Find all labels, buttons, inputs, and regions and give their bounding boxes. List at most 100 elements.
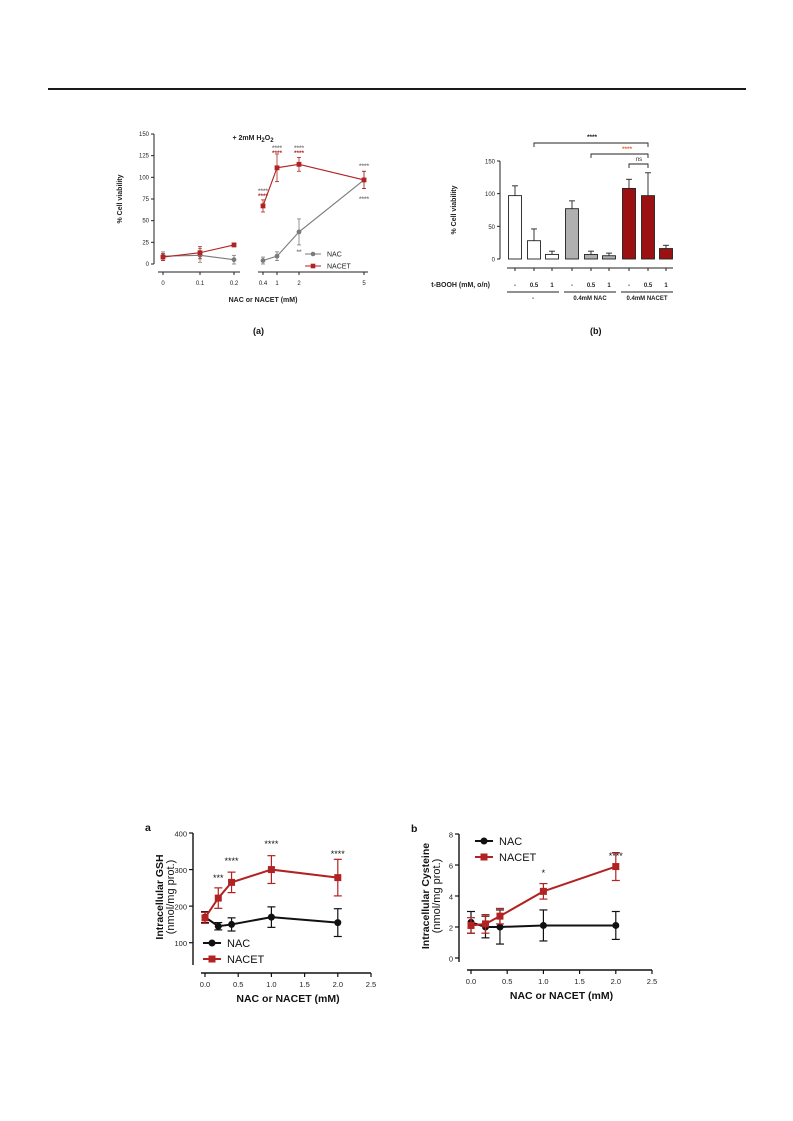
a-line-nacet-segment <box>262 163 365 207</box>
a-significance-marker: **** <box>272 150 283 157</box>
a-y-axis-title: % Cell viability <box>117 174 124 223</box>
c-legend-nac-label: NAC <box>227 938 250 950</box>
d-y-tick-label: 2 <box>449 924 453 933</box>
d-panel-letter: b <box>411 823 417 835</box>
d-y-axis-title: Intracellular Cysteine <box>420 843 432 949</box>
d-point-nac <box>496 923 504 931</box>
a-significance-marker: **** <box>294 150 305 157</box>
c-legend-nacet-label: NACET <box>227 954 265 966</box>
c-point-nacet <box>214 894 222 902</box>
c-significance-marker: **** <box>225 856 240 866</box>
a-x-tick-label: 0.4 <box>259 281 268 287</box>
c-y-tick-label: 300 <box>174 866 187 875</box>
a-x-tick-label: 2 <box>297 281 301 287</box>
a-significance-marker: **** <box>272 145 283 152</box>
b-category-label: 0.5 <box>530 283 539 289</box>
a-point-nac <box>296 229 302 235</box>
b-y-tick-label: 100 <box>485 192 496 198</box>
a-x-tick-label: 1 <box>275 281 279 287</box>
b-bar <box>622 187 636 260</box>
c-point-nac <box>334 919 342 927</box>
c-x-tick-label: 1.0 <box>266 980 276 989</box>
b-y-tick-label: 0 <box>492 258 496 264</box>
c-x-tick-label: 0.0 <box>200 980 210 989</box>
d-y-tick-label: 0 <box>449 955 453 964</box>
c-legend-nac-marker <box>208 939 216 947</box>
a-legend-nacet-label: NACET <box>327 264 351 271</box>
c-y-tick-label: 200 <box>174 903 187 912</box>
d-legend-nacet-marker <box>480 853 488 861</box>
c-x-axis-title: NAC or NACET (mM) <box>236 993 339 1005</box>
a-y-tick-label: 0 <box>146 262 150 268</box>
d-x-tick-label: 2.5 <box>647 977 657 986</box>
c-point-nacet <box>201 914 209 922</box>
d-point-nacet <box>467 921 475 929</box>
a-y-tick-label: 125 <box>139 154 150 160</box>
d-point-nac <box>539 921 547 929</box>
a-x-tick-label: 0.1 <box>196 281 205 287</box>
d-y-tick-label: 6 <box>449 862 453 871</box>
b-bar <box>584 253 598 260</box>
d-significance-marker: * <box>542 868 546 878</box>
b-bar <box>527 240 541 260</box>
c-x-tick-label: 2.5 <box>366 980 376 989</box>
d-x-tick-label: 2.0 <box>611 977 621 986</box>
a-point-nacet <box>361 177 367 183</box>
d-point-nac <box>612 921 620 929</box>
a-significance-marker: **** <box>294 145 305 152</box>
b-category-label: 1 <box>664 283 668 289</box>
d-significance-marker: **** <box>609 851 624 861</box>
b-y-tick-label: 150 <box>485 160 496 166</box>
b-category-label: 0.5 <box>644 283 653 289</box>
b-row-label: t-BOOH (mM, o/n) <box>431 282 490 289</box>
d-x-tick-label: 1.5 <box>574 977 584 986</box>
d-legend-nacet-label: NACET <box>499 852 537 864</box>
a-significance-marker: **** <box>258 188 269 195</box>
a-point-nacet <box>160 254 166 260</box>
c-y-axis-unit: (nmol/mg prot.) <box>165 860 177 935</box>
b-category-label: - <box>628 283 630 289</box>
a-significance-marker: ** <box>296 249 302 256</box>
b-bracket-3-label: ns <box>636 157 642 163</box>
c-panel-letter: a <box>145 822 151 834</box>
a-x-tick-label: 0 <box>161 281 165 287</box>
b-bar <box>545 253 559 260</box>
a-point-nacet <box>231 242 237 248</box>
b-category-label: - <box>514 283 516 289</box>
b-category-label: 1 <box>607 283 611 289</box>
d-legend-nac-marker <box>480 837 488 845</box>
a-point-nacet <box>260 203 266 209</box>
a-point-nac <box>260 258 266 263</box>
b-bracket-1 <box>533 142 649 147</box>
a-legend-nac-label: NAC <box>327 252 342 259</box>
d-x-axis-title: NAC or NACET (mM) <box>510 990 613 1002</box>
caption-b: (b) <box>590 326 602 336</box>
d-x-tick-label: 0.0 <box>466 977 476 986</box>
b-category-label: - <box>571 283 573 289</box>
d-legend-nac-label: NAC <box>499 836 522 848</box>
a-x-axis-title: NAC or NACET (mM) <box>229 297 298 304</box>
a-y-tick-label: 100 <box>139 175 150 181</box>
caption-a: (a) <box>253 326 264 336</box>
d-x-tick-label: 1.0 <box>538 977 548 986</box>
c-point-nacet <box>334 874 342 882</box>
c-legend-nacet-marker <box>208 955 216 963</box>
c-y-tick-label: 400 <box>174 830 187 839</box>
b-group-label: - <box>532 296 534 302</box>
b-y-tick-label: 50 <box>488 225 495 231</box>
d-point-nacet <box>481 920 489 928</box>
a-legend-nacet-marker <box>310 263 316 269</box>
d-y-axis-unit: (nmol/mg prot.) <box>431 859 443 934</box>
a-x-tick-label: 0.2 <box>230 281 239 287</box>
d-point-nacet <box>496 912 504 920</box>
a-line-nac-segment <box>262 179 365 262</box>
a-point-nac <box>274 253 280 259</box>
c-y-tick-label: 100 <box>174 939 187 948</box>
b-bar <box>602 255 616 260</box>
d-point-nacet <box>539 887 547 895</box>
c-point-nacet <box>267 866 275 874</box>
c-x-tick-label: 0.5 <box>233 980 243 989</box>
c-point-nac <box>267 913 275 921</box>
c-point-nacet <box>228 878 236 886</box>
c-y-axis-title: Intracellular GSH <box>154 854 166 939</box>
